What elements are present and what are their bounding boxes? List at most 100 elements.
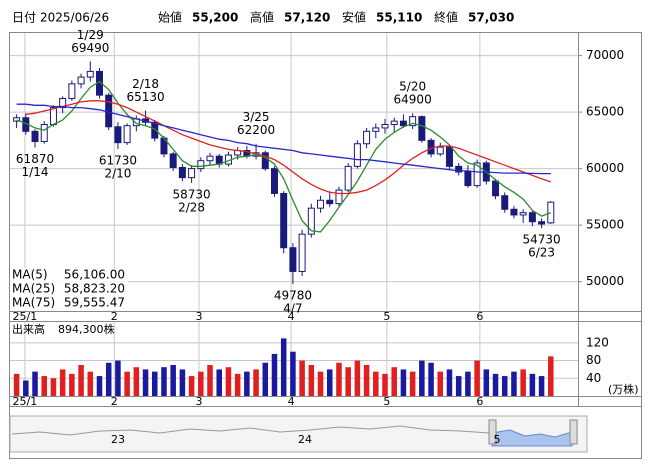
volume-bar: [483, 369, 490, 396]
volume-bar: [538, 376, 545, 396]
ma-line: [16, 103, 551, 175]
candle-body: [49, 107, 57, 126]
volume-bar: [520, 369, 526, 396]
volume-bar: [271, 353, 278, 396]
candle-body: [169, 153, 177, 168]
volume-bar: [474, 360, 480, 396]
legend-bg: [10, 296, 128, 310]
candle-body: [418, 116, 426, 141]
annotation-price: 62200: [237, 123, 275, 137]
candle-body: [390, 120, 398, 126]
y-tick-label: 60000: [586, 161, 624, 175]
volume-bar: [23, 380, 29, 396]
x-tick-label: 4: [288, 395, 295, 408]
annotation-price: 69490: [71, 41, 109, 55]
candle-body: [436, 146, 444, 155]
annotation-price: 61870: [16, 152, 54, 166]
annotation-date: 4/7: [283, 302, 302, 316]
x-tick-label: 3: [195, 310, 202, 323]
legend-bg: [10, 282, 128, 296]
frame: [9, 32, 642, 459]
volume-bar: [13, 373, 20, 396]
field-name: 始値: [158, 10, 182, 25]
volume-bar: [32, 371, 38, 396]
volume-bar: [409, 371, 416, 396]
volume-bar: [511, 371, 517, 396]
volume-bar: [225, 367, 232, 396]
candle-body: [381, 124, 389, 129]
volume-bar: [428, 362, 434, 396]
navigator-handle-right[interactable]: [569, 419, 578, 445]
candle-body: [77, 76, 85, 85]
field-value: 55,200: [192, 11, 238, 25]
legend-name: MA(5): [12, 268, 48, 282]
volume-bar: [188, 376, 195, 396]
candle-body: [344, 165, 352, 191]
annotation-price: 65130: [126, 90, 164, 104]
y-tick-label: 80: [586, 353, 601, 367]
navigator-history: [11, 425, 491, 436]
volume-bar: [87, 371, 94, 396]
annotation-date: 1/14: [22, 165, 49, 179]
volume-bar: [391, 367, 397, 396]
field-value: 57,120: [284, 11, 330, 25]
candle-body: [335, 189, 343, 205]
navigator-label: 5: [494, 433, 501, 446]
legend-name: MA(25): [12, 282, 55, 296]
volume-bar: [115, 360, 121, 396]
navigator[interactable]: 23 24 5: [9, 415, 588, 453]
annotation-date: 5/20: [399, 80, 426, 94]
annotation-price: 54730: [522, 233, 560, 247]
volume-bar: [96, 376, 103, 396]
annotation-date: 6/23: [528, 246, 555, 260]
date-label: 日付: [12, 11, 36, 25]
volume-bar: [216, 369, 222, 396]
candle-body: [151, 121, 159, 139]
candle-body: [317, 199, 325, 209]
candle-body: [59, 98, 67, 109]
candle-body: [178, 166, 186, 179]
volume-bar: [124, 371, 130, 396]
x-tick-label: 2: [111, 310, 118, 323]
candle-body: [519, 212, 527, 216]
volume-label: 出来高: [12, 322, 45, 336]
candle-body: [68, 83, 76, 100]
volume-bar: [179, 369, 186, 396]
navigator-handle-left[interactable]: [488, 419, 497, 445]
candle-body: [409, 116, 417, 127]
volume-bar: [308, 364, 315, 396]
candle-body: [372, 127, 380, 132]
volume-bar: [363, 364, 370, 396]
candle-body: [289, 247, 297, 272]
annotation-date: 2/10: [104, 167, 131, 181]
volume-bar: [336, 362, 342, 396]
annotation-price: 61730: [99, 154, 137, 168]
y-tick-label: 40: [586, 371, 601, 385]
candle-body: [528, 212, 536, 223]
volume-bar: [170, 364, 176, 396]
annotation-price: 49780: [274, 289, 312, 303]
candle-body: [197, 160, 205, 170]
field-name: 高値: [250, 10, 274, 25]
volume-bar: [105, 362, 112, 396]
candle-body: [473, 162, 481, 187]
annotation-date: 2/18: [132, 77, 159, 91]
candle-body: [206, 155, 214, 162]
y-tick-label: 50000: [586, 274, 624, 288]
candle-body: [455, 165, 463, 173]
x-tick-label: 3: [195, 395, 202, 408]
x-tick-label: 6: [476, 395, 483, 408]
y-tick-label: 55000: [586, 218, 624, 232]
volume-bar: [400, 369, 407, 396]
volume-bar: [299, 360, 305, 396]
volume-bar: [133, 367, 140, 396]
candle-body: [363, 130, 371, 145]
volume-bar: [326, 369, 333, 396]
candle-body: [445, 146, 453, 167]
candle-body: [326, 199, 334, 205]
field-name: 安値: [342, 10, 366, 25]
volume-bar: [41, 376, 47, 396]
legend-value: 58,823.20: [64, 282, 125, 296]
candle-body: [86, 70, 94, 78]
volume-bar: [354, 360, 361, 396]
